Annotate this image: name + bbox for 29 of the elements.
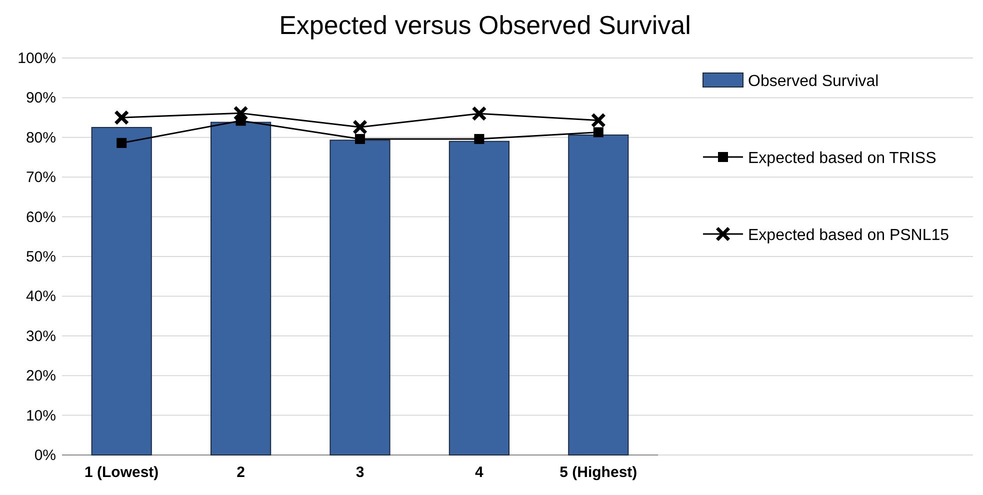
- x-tick-label: 5 (Highest): [560, 464, 638, 481]
- legend-label: Expected based on TRISS: [748, 150, 936, 167]
- point: [472, 106, 487, 122]
- point: [114, 110, 130, 126]
- y-tick-label: 10%: [26, 407, 56, 424]
- y-tick-label: 80%: [26, 129, 56, 146]
- x-tick-label: 1 (Lowest): [84, 464, 159, 481]
- point: [233, 106, 248, 121]
- y-tick-label: 40%: [26, 288, 56, 306]
- legend-label: Observed Survival: [748, 73, 879, 90]
- x-tick-label: 4: [475, 464, 484, 481]
- y-tick-label: 60%: [26, 208, 56, 226]
- y-tick-label: 70%: [26, 169, 56, 186]
- point: [474, 134, 484, 144]
- point: [593, 127, 604, 138]
- point: [355, 134, 365, 144]
- y-tick-label: 30%: [26, 328, 56, 345]
- legend-label: Expected based on PSNL15: [748, 227, 950, 244]
- chart-title: Expected versus Observed Survival: [279, 10, 691, 40]
- x-tick-label: 2: [236, 464, 245, 481]
- y-tick-label: 20%: [26, 368, 56, 385]
- y-tick-label: 50%: [26, 248, 56, 266]
- x-tick-label: 3: [356, 464, 364, 481]
- y-tick-label: 100%: [18, 50, 56, 67]
- point: [116, 138, 127, 148]
- point: [352, 120, 368, 135]
- y-tick-label: 0%: [34, 447, 56, 464]
- y-tick-label: 90%: [26, 90, 56, 107]
- point: [590, 112, 606, 128]
